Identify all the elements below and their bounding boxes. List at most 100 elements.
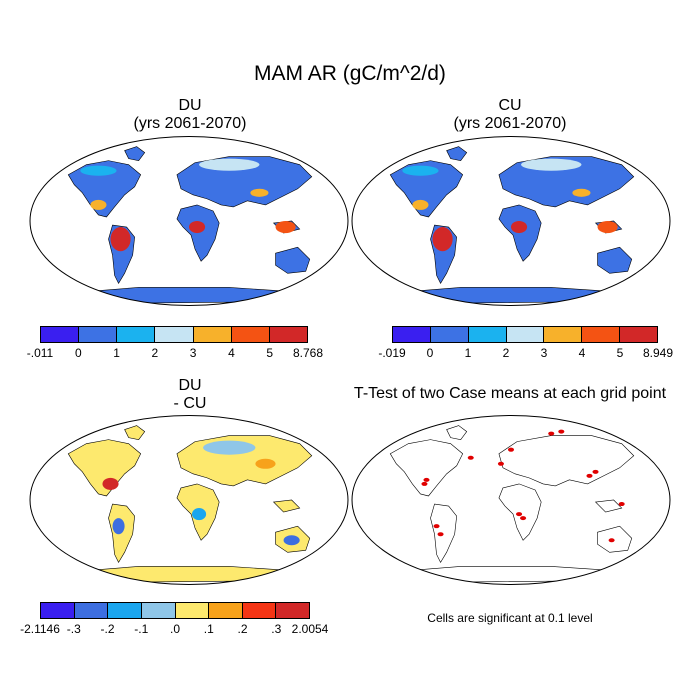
colorbar-cu-swatch [429, 326, 469, 343]
map-ttest [351, 414, 671, 586]
boreal-region [402, 165, 439, 176]
significant-cell [558, 429, 565, 434]
panel-diff-title: DU - CU [30, 377, 350, 413]
continent [108, 503, 135, 564]
boreal-region [199, 158, 260, 171]
tropical-high-region [110, 227, 131, 252]
continent [67, 439, 142, 497]
map-border [29, 414, 349, 586]
panel-cu-title: CU (yrs 2061-2070) [350, 97, 670, 133]
continent [430, 503, 457, 564]
significant-cell [467, 455, 474, 460]
significant-cell [497, 461, 504, 466]
continent [272, 499, 301, 513]
continent [446, 146, 468, 161]
continent [498, 435, 635, 487]
diff-negative-region [192, 508, 207, 521]
boreal-region [521, 158, 582, 171]
colorbar-du-swatch [40, 326, 80, 343]
continent [124, 425, 146, 440]
subtropical-region [572, 188, 591, 197]
continent [498, 483, 542, 541]
continent [176, 204, 220, 262]
continent [67, 160, 142, 218]
continent [410, 287, 623, 304]
boreal-region [80, 165, 117, 176]
significant-cell [608, 538, 615, 543]
colorbar-cu-swatch [392, 326, 431, 343]
colorbar-diff-label: .0 [169, 622, 181, 636]
significant-cell [548, 431, 555, 436]
colorbar-du-label: 1 [113, 346, 120, 360]
significant-cell [507, 447, 515, 452]
colorbar-du-swatch [192, 326, 232, 343]
diff-negative-region [203, 440, 256, 455]
colorbar-du [40, 326, 308, 343]
colorbar-diff-label: .1 [203, 622, 214, 636]
colorbar-cu-label: 4 [578, 346, 586, 360]
colorbar-cu-label: 5 [616, 346, 624, 360]
significant-cell [520, 516, 527, 521]
colorbar-du-swatch [78, 326, 118, 343]
colorbar-cu-label: 1 [464, 346, 472, 360]
tropical-high-region [275, 221, 296, 234]
panel-du-title-line2: (yrs 2061-2070) [133, 115, 247, 132]
colorbar-cu-label: -.019 [378, 346, 406, 360]
panel-ttest-title-line1: T-Test of two Case means at each grid po… [353, 385, 667, 402]
colorbar-diff-swatch [107, 602, 142, 619]
continent [88, 566, 301, 583]
significant-cell [421, 481, 428, 486]
continent [88, 287, 301, 304]
colorbar-cu [392, 326, 659, 343]
map-border [351, 414, 671, 586]
panel-diff-title-line1: DU [178, 377, 202, 394]
colorbar-du-swatch [116, 326, 156, 343]
colorbar-cu-swatch [505, 326, 545, 343]
colorbar-diff-label: -.2 [100, 622, 115, 636]
panel-diff-title-line2: - CU [173, 395, 207, 412]
continent [275, 246, 311, 274]
panel-cu-title-line2: (yrs 2061-2070) [453, 115, 567, 132]
colorbar-du-swatch [154, 326, 194, 343]
colorbar-du-label: 8.768 [292, 346, 324, 360]
colorbar-du-label: 0 [74, 346, 82, 360]
colorbar-diff-label: .2 [237, 622, 248, 636]
map-cu [351, 135, 671, 307]
significance-note: Cells are significant at 0.1 level [427, 611, 593, 625]
colorbar-diff-swatch [174, 602, 210, 619]
map-border [29, 135, 349, 307]
continent [597, 525, 633, 553]
tropical-high-region [511, 221, 528, 234]
tropical-high-region [189, 221, 206, 234]
figure-title: MAM AR (gC/m^2/d) [254, 62, 446, 85]
map-diff [29, 414, 349, 586]
colorbar-diff-swatch [275, 602, 310, 619]
colorbar-diff [40, 602, 310, 619]
colorbar-du-swatch [268, 326, 308, 343]
colorbar-cu-label: 0 [426, 346, 434, 360]
map-border [351, 135, 671, 307]
colorbar-diff-swatch [40, 602, 75, 619]
colorbar-cu-swatch [581, 326, 621, 343]
subtropical-region [250, 188, 269, 197]
colorbar-diff-swatch [73, 602, 109, 619]
significant-cell [423, 477, 430, 482]
tropical-high-region [597, 221, 618, 234]
continent [594, 499, 623, 513]
colorbar-diff-swatch [140, 602, 176, 619]
colorbar-cu-label: 8.949 [642, 346, 674, 360]
colorbar-diff-label: -.1 [134, 622, 149, 636]
colorbar-diff-label: 2.0054 [291, 622, 329, 636]
diff-positive-region [102, 477, 119, 490]
continent [124, 146, 146, 161]
colorbar-diff-label: .3 [271, 622, 282, 636]
continent [389, 439, 464, 497]
colorbar-diff-swatch [208, 602, 243, 619]
subtropical-region [412, 199, 429, 210]
colorbar-diff-label: -2.1146 [20, 622, 60, 636]
continent [446, 425, 468, 440]
significant-cell [437, 532, 444, 537]
colorbar-du-label: -.011 [26, 346, 54, 360]
map-ocean [352, 415, 670, 585]
panel-du-title: DU (yrs 2061-2070) [30, 97, 350, 133]
